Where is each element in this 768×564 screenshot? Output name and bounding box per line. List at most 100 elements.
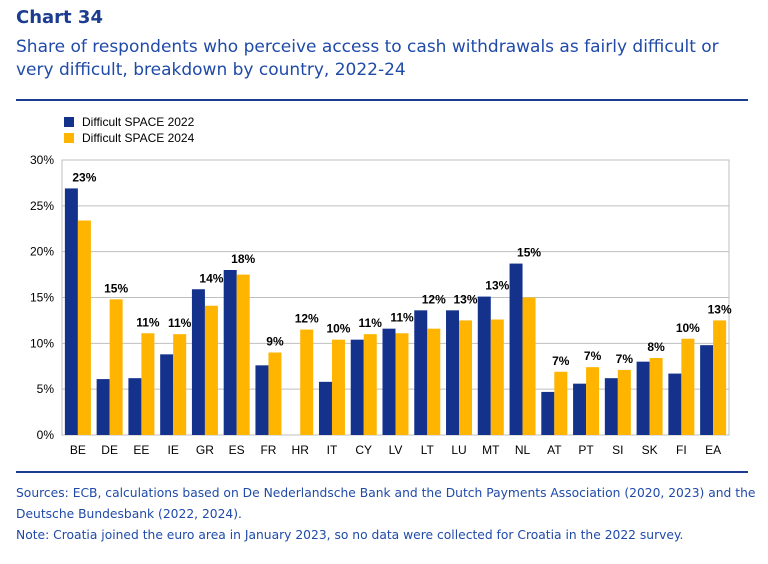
- legend-item-2024: Difficult SPACE 2024: [64, 130, 194, 146]
- bar-2024-gr: [204, 305, 218, 435]
- bar-2022-lv: [382, 328, 396, 435]
- x-tick-label-ie: IE: [167, 443, 178, 457]
- bar-2024-mt: [490, 319, 504, 435]
- data-label-fr: 9%: [266, 335, 284, 349]
- data-label-pt: 7%: [584, 349, 602, 363]
- bar-2022-nl: [509, 263, 523, 435]
- y-tick-label: 5%: [37, 382, 55, 396]
- y-tick-label: 15%: [30, 291, 54, 305]
- bar-2022-fr: [255, 365, 269, 435]
- x-tick-label-ee: EE: [133, 443, 149, 457]
- bar-2024-at: [554, 371, 568, 435]
- bar-2022-es: [223, 270, 237, 435]
- bar-2022-sk: [636, 361, 650, 435]
- bar-2024-lv: [395, 333, 409, 435]
- x-tick-label-gr: GR: [196, 443, 214, 457]
- bar-2022-be: [64, 188, 78, 435]
- data-label-ie: 11%: [168, 316, 192, 330]
- note-text: Note: Croatia joined the euro area in Ja…: [16, 528, 684, 542]
- bar-2022-si: [604, 378, 618, 435]
- chart-title: Share of respondents who perceive access…: [16, 37, 719, 80]
- data-label-de: 15%: [104, 281, 128, 295]
- data-label-lt: 12%: [422, 292, 446, 306]
- bar-2022-ea: [700, 345, 714, 435]
- bar-2024-be: [77, 220, 91, 435]
- data-label-hr: 12%: [295, 312, 319, 326]
- x-tick-label-lu: LU: [451, 443, 466, 457]
- x-tick-label-be: BE: [70, 443, 86, 457]
- bar-2022-ie: [160, 354, 174, 435]
- x-tick-label-es: ES: [229, 443, 245, 457]
- footer-divider: [16, 471, 748, 473]
- bar-2022-lt: [414, 310, 428, 435]
- data-label-si: 7%: [616, 352, 634, 366]
- data-label-at: 7%: [552, 354, 570, 368]
- x-tick-label-lv: LV: [389, 443, 403, 457]
- bar-2024-lt: [427, 328, 441, 435]
- bar-2024-nl: [522, 297, 536, 435]
- bar-2024-hr: [300, 329, 314, 435]
- bar-2024-it: [331, 339, 345, 435]
- data-label-be: 23%: [72, 170, 96, 184]
- x-tick-label-fr: FR: [260, 443, 276, 457]
- bar-2024-sk: [649, 358, 663, 435]
- bar-chart: 0% 5% 10% 15% 20% 25% 30% 23% BE 15% DE 11% EE 11% IE 1…: [30, 153, 732, 457]
- bar-2024-es: [236, 274, 250, 435]
- x-tick-label-hr: HR: [292, 443, 310, 457]
- bar-2022-lu: [446, 310, 460, 435]
- y-tick-label: 30%: [30, 153, 54, 167]
- x-tick-label-sk: SK: [642, 443, 658, 457]
- bar-2024-de: [109, 299, 123, 435]
- data-label-mt: 13%: [485, 279, 509, 293]
- x-tick-label-mt: MT: [482, 443, 500, 457]
- data-label-ee: 11%: [136, 315, 160, 329]
- data-label-lv: 11%: [390, 311, 414, 325]
- bar-2024-ea: [713, 320, 727, 435]
- data-label-nl: 15%: [517, 246, 541, 260]
- x-tick-label-lt: LT: [421, 443, 435, 457]
- bar-2024-pt: [586, 367, 600, 435]
- bar-2022-cy: [350, 339, 364, 435]
- x-tick-label-cy: CY: [355, 443, 372, 457]
- bar-2022-gr: [191, 289, 205, 435]
- data-label-gr: 14%: [199, 271, 223, 285]
- footer: Sources: ECB, calculations based on De N…: [16, 483, 756, 546]
- data-label-it: 10%: [326, 322, 350, 336]
- bar-2024-fi: [681, 338, 695, 435]
- x-tick-label-si: SI: [612, 443, 623, 457]
- chart-number: Chart 34: [16, 7, 103, 28]
- y-tick-label: 10%: [30, 336, 54, 350]
- legend-label-2022: Difficult SPACE 2022: [82, 115, 195, 129]
- data-label-fi: 10%: [676, 321, 700, 335]
- data-label-es: 18%: [231, 252, 255, 266]
- bar-2024-fr: [268, 352, 282, 435]
- bar-2022-mt: [477, 296, 491, 435]
- bar-2022-fi: [668, 373, 682, 435]
- sources-text: Sources: ECB, calculations based on De N…: [16, 486, 756, 521]
- bar-2024-lu: [459, 320, 473, 435]
- bar-2022-pt: [573, 383, 587, 435]
- data-label-lu: 13%: [454, 292, 478, 306]
- x-tick-label-nl: NL: [515, 443, 531, 457]
- bar-2022-at: [541, 391, 555, 435]
- legend-swatch-2022: [64, 117, 74, 127]
- bar-2024-ie: [173, 334, 187, 435]
- legend: Difficult SPACE 2022 Difficult SPACE 202…: [64, 114, 194, 146]
- x-tick-label-fi: FI: [676, 443, 687, 457]
- legend-label-2024: Difficult SPACE 2024: [82, 131, 195, 145]
- data-label-ea: 13%: [708, 302, 732, 316]
- bar-2024-ee: [141, 333, 155, 435]
- x-tick-label-it: IT: [327, 443, 338, 457]
- x-tick-label-at: AT: [547, 443, 562, 457]
- bar-2022-ee: [128, 378, 142, 435]
- y-tick-label: 20%: [30, 245, 54, 259]
- y-tick-label: 0%: [37, 428, 55, 442]
- title-divider: [16, 99, 748, 101]
- data-label-sk: 8%: [647, 340, 665, 354]
- y-tick-label: 25%: [30, 199, 54, 213]
- bar-2022-de: [96, 379, 110, 435]
- data-label-cy: 11%: [359, 316, 383, 330]
- bar-2024-cy: [363, 334, 377, 435]
- legend-item-2022: Difficult SPACE 2022: [64, 114, 194, 130]
- x-tick-label-ea: EA: [705, 443, 721, 457]
